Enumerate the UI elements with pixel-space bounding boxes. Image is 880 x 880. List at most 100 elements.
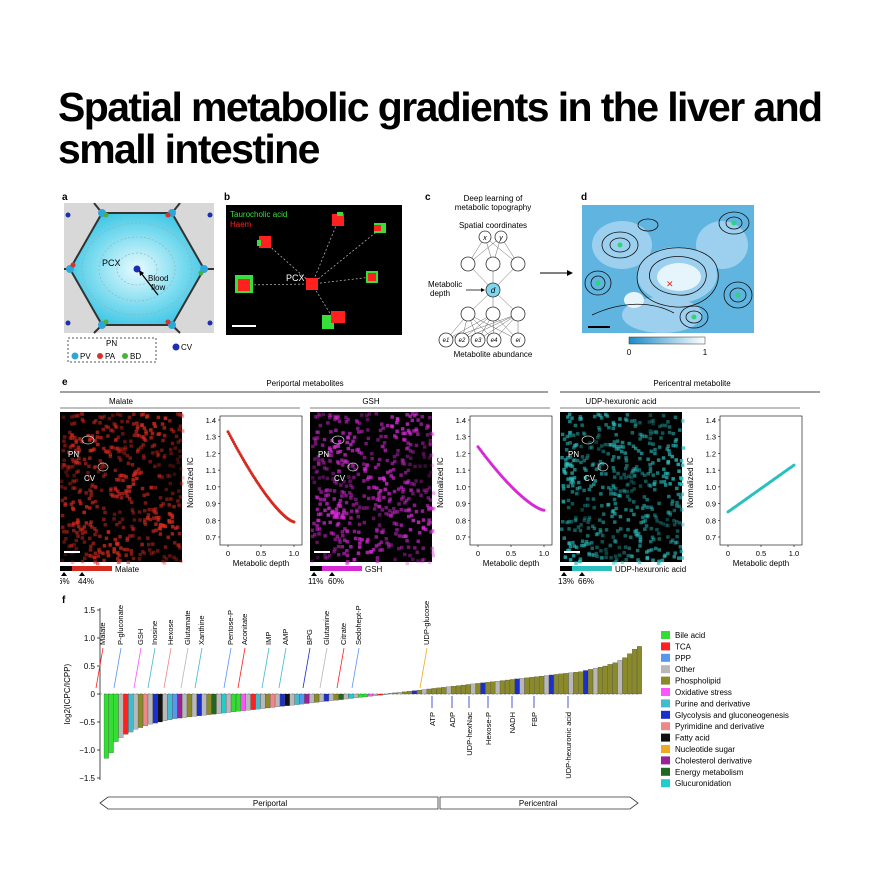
panel-a-contours [81,222,193,316]
f-bar [627,653,633,695]
f-upper-leader [147,647,156,689]
subpanel-0: Malate PN CV Malate 6% 44% 1.4 1.3 1.2 1.1 1.0 0.9 0… [60,397,303,586]
f-bar [157,693,163,723]
panel-letter-f: f [62,595,66,606]
f-bar [304,693,310,704]
xtick-label: 0 [476,549,480,558]
f-bar [592,668,598,695]
x-axis-label: Metabolic depth [733,559,789,568]
f-upper-leader [237,647,246,689]
scatter-frame [719,415,803,546]
f-bar [172,693,178,719]
ytick-label: 0.7 [456,533,466,542]
f-y-axis-label: log2(ICPC/ICPP) [63,663,72,724]
panel-letter-a: a [62,192,68,203]
legend-label: TCA [675,642,692,651]
pericentral-arrow [439,796,639,810]
f-bar [470,683,476,695]
f-bar [294,693,300,705]
e3-label: e3 [475,338,482,344]
legend-label: Glycolysis and gluconeogenesis [675,711,789,720]
legend-label: PPP [675,654,691,663]
f-bar [387,693,393,695]
f-bar [319,693,324,702]
f-bar [475,683,481,695]
colorbar-max: 1 [703,348,708,357]
xtick-label: 0.5 [756,549,766,558]
f-bar [108,693,114,753]
f-bar [539,675,545,695]
f-bar [231,693,236,713]
f-bar [143,693,148,727]
f-bar [265,693,271,709]
pn-label: PN [568,450,579,459]
f-bar [123,693,129,735]
legend-swatch [661,642,670,651]
ytick-label: 1.1 [456,466,466,475]
legend-pv-dot [71,352,79,360]
ytick-label: 1.1 [706,466,716,475]
f-bar [416,689,422,695]
legend-label: Purine and derivative [675,699,751,708]
f-bar [578,671,584,695]
f-bar [485,682,491,695]
scatter-point [792,463,796,467]
pct-high: 66% [578,577,594,586]
f-bar [446,686,452,695]
f-bar [177,693,183,719]
f-bar [431,688,437,695]
legend-swatch [661,710,670,719]
panel-c-network: Deep learning of metabolic topography Sp… [428,194,533,359]
f-bar [328,693,334,701]
f-bar [309,693,315,704]
f-upper-leader [133,647,142,689]
legend-label: Pyrimidine and derivative [675,722,765,731]
ytick-label: 1.4 [706,416,716,425]
scatter-frame [219,415,303,546]
intensity-bar [310,566,362,571]
legend-label: Glucuronidation [675,779,731,788]
legend-pv-label: PV [80,352,91,361]
ytick-label: 0.9 [456,500,466,509]
f-bar [333,693,339,701]
ytick-label: 1.2 [206,449,216,458]
f-bar [113,693,119,742]
f-bar [133,693,139,730]
group-periportal-label: Periportal metabolites [266,379,343,388]
xtick-label: 1.0 [789,549,799,558]
panel-f: 1.5 1.0 0.5 0 −0.5 −1.0 −1.5 log2(ICPC/ICPP) Ma… [63,601,789,810]
xtick-label: 1.0 [539,549,549,558]
subpanel-1: GSH PN CV GSH 11% 60% 1.4 1.3 1.2 1.1 1.0 0.9 0.8 0.7… [308,397,553,586]
panel-b-rays [243,220,381,321]
f-bar [167,693,173,720]
f-lower-label: Hexose-P [484,712,493,745]
legend-bd-dot [122,353,128,359]
f-bar [270,693,276,708]
xtick-label: 0 [226,549,230,558]
legend-pa-label: PA [105,352,116,361]
e2-label: e2 [459,338,466,344]
ytick-label: 1.4 [206,416,216,425]
legend-swatch [661,631,670,639]
f-bar [421,689,427,695]
f-upper-label: Xanthine [197,615,206,645]
f-bar [519,678,525,695]
subpanel-2: UDP-hexuronic acid PN CV UDP-hexuronic acid… [558,397,803,586]
f-bar [147,693,153,725]
ytick-label: 0.8 [456,516,466,525]
f-upper-leader [95,647,104,689]
f-upper-leader [278,647,287,689]
f-bar [456,685,461,695]
f-ytick-label: 0 [91,690,96,699]
legend-label: Phospholipid [675,677,721,686]
f-bar [245,693,251,711]
panel-letter-c: c [425,192,431,203]
f-lower-label: ADP [448,712,457,727]
legend-label: Nucleotide sugar [675,745,735,754]
pct-low: 13% [558,577,574,586]
f-bar [583,670,589,695]
y-axis-label: Normalized IC [436,457,445,508]
subpanel-title: GSH [362,397,380,406]
panel-c-output-label: Metabolite abundance [454,350,533,359]
f-bar [323,693,329,702]
